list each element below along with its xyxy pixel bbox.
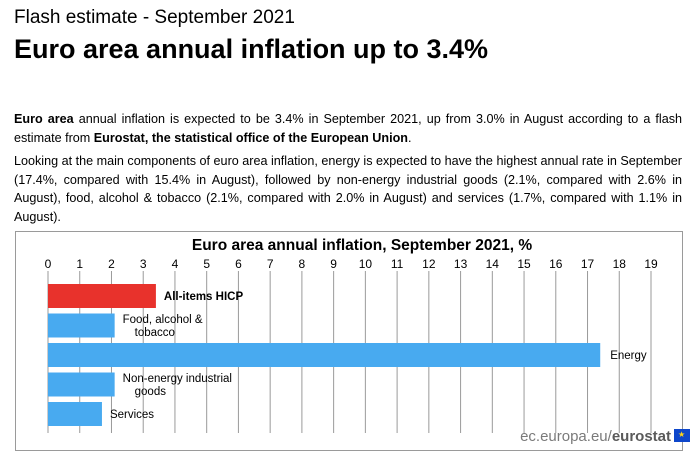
category-label: tobacco [135,327,175,339]
x-tick-label: 13 [454,257,468,271]
category-label: All-items HICP [164,291,244,303]
bar [48,313,115,338]
footer-brand: eurostat [611,428,671,445]
category-label: Non-energy industrial [123,373,232,385]
x-tick-label: 7 [267,257,274,271]
x-tick-label: 14 [486,257,500,271]
x-tick-label: 19 [644,257,658,271]
x-tick-label: 11 [391,257,404,271]
x-tick-label: 3 [140,257,147,271]
x-tick-label: 12 [422,257,436,271]
category-label: Energy [610,350,647,362]
x-tick-label: 0 [45,257,52,271]
components-paragraph: Looking at the main components of euro a… [14,154,682,224]
bar [48,372,115,397]
eu-flag-icon [674,429,690,442]
category-label: Food, alcohol & [123,314,203,326]
x-tick-label: 4 [172,257,179,271]
bar [48,343,601,367]
x-tick-label: 18 [613,257,627,271]
x-tick-label: 8 [299,257,306,271]
bar [48,402,102,426]
chart-title: Euro area annual inflation, September 20… [192,237,532,254]
intro-text: annual inflation is expected to be 3.4% … [14,112,682,145]
x-tick-label: 9 [330,257,337,271]
intro-paragraph: Euro area annual inflation is expected t… [14,110,682,147]
intro-source: Eurostat, the statistical office of the … [93,130,408,145]
x-tick-label: 5 [203,257,210,271]
chart-frame [15,231,683,451]
page-kicker: Flash estimate - September 2021 [14,7,295,28]
x-tick-label: 15 [517,257,531,271]
x-tick-label: 10 [359,257,373,271]
x-tick-label: 1 [76,257,83,271]
x-tick-label: 6 [235,257,242,271]
bar [48,284,156,308]
x-tick-label: 16 [549,257,563,271]
x-tick-label: 2 [108,257,115,271]
x-tick-label: 17 [581,257,595,271]
source-footer: ec.europa.eu/eurostat [520,428,690,445]
intro-lead: Euro area [14,112,74,126]
intro-end: . [407,130,412,145]
category-label: Services [110,409,154,421]
footer-site: ec.europa.eu/ [520,428,612,445]
category-label: goods [135,386,167,398]
page-title: Euro area annual inflation up to 3.4% [14,34,489,64]
